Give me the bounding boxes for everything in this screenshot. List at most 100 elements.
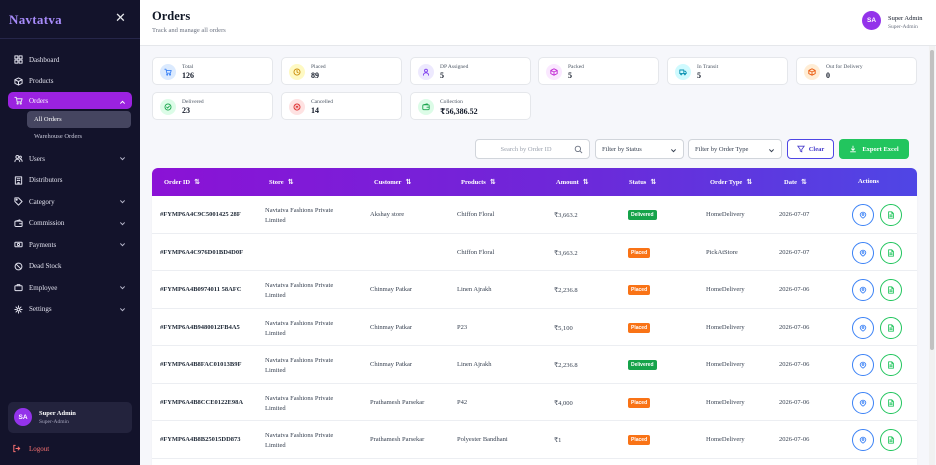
users-icon	[14, 154, 23, 163]
amount: ₹2,236.8	[554, 362, 578, 369]
sort-icon: ⇅	[405, 178, 412, 186]
stat-card-in-transit[interactable]: In Transit 5	[667, 57, 788, 85]
invoice-button[interactable]	[880, 391, 902, 414]
logout-label: Logout	[29, 444, 50, 453]
column-header-label: Customer	[374, 178, 402, 186]
order-id[interactable]: #FYMP6A4C976D01BD4D0F	[160, 248, 244, 256]
stat-card-cancelled[interactable]: Cancelled 14	[281, 92, 402, 120]
order-id[interactable]: #FYMP6A4B8B25015DD873	[160, 436, 241, 443]
column-header-label: Store	[269, 178, 284, 186]
table-row[interactable]: #FYMP6A4B0974011 58AFC Navtatva Fashions …	[152, 271, 917, 309]
sidebar-item-products[interactable]: Products	[8, 71, 132, 93]
invoice-button[interactable]	[880, 241, 902, 264]
search-input[interactable]: Search by Order ID	[475, 139, 590, 159]
clear-filters-button[interactable]: Clear	[787, 139, 834, 159]
sidebar-item-users[interactable]: Users	[8, 148, 132, 170]
invoice-button[interactable]	[880, 279, 902, 301]
sidebar-item-category[interactable]: Category	[8, 191, 132, 213]
stat-card-placed[interactable]: Placed 89	[281, 57, 402, 85]
table-row[interactable]: #FYMP6A4C9C5001425 28F Navtatva Fashions …	[152, 196, 917, 234]
stat-card-out-for-delivery[interactable]: Out for Delivery 0	[796, 57, 917, 85]
stat-value: 126	[182, 71, 194, 80]
table-row[interactable]: #FYMP6A4B9480012FB4A5 Navtatva Fashions P…	[152, 308, 917, 346]
invoice-button[interactable]	[880, 354, 902, 376]
export-excel-button[interactable]: Export Excel	[839, 139, 909, 159]
order-id[interactable]: #FYMP6A4B9480012FB4A5	[160, 323, 240, 331]
stat-card-packed[interactable]: Packed 5	[538, 57, 659, 85]
table-row[interactable]: #FYMP6A4B8B25015DD873 Navtatva Fashions P…	[152, 421, 917, 459]
invoice-button[interactable]	[880, 316, 902, 339]
avatar: SA	[14, 408, 32, 426]
sidebar-subitem-all-orders[interactable]: All Orders	[27, 111, 131, 128]
column-header-status[interactable]: Status ⇅	[629, 178, 656, 186]
stat-card-total[interactable]: Total 126	[152, 57, 273, 85]
order-id[interactable]: #FYMP6A4B0974011 58AFC	[160, 286, 242, 293]
view-order-button[interactable]	[852, 316, 874, 339]
logout-button[interactable]: Logout	[12, 444, 49, 453]
page-header: Orders Track and manage all orders SA Su…	[140, 0, 936, 46]
order-type-filter-select[interactable]: Filter by Order Type	[688, 139, 782, 159]
sidebar-subitem-warehouse-orders[interactable]: Warehouse Orders	[34, 133, 83, 140]
download-icon	[850, 145, 857, 153]
stat-value: 5	[440, 71, 444, 80]
stat-card-dp-assigned[interactable]: DP Assigned 5	[410, 57, 531, 85]
table-row[interactable]: #FYMP6A4B8FAC01013B9F Navtatva Fashions P…	[152, 346, 917, 384]
user-role: Super-Admin	[39, 419, 69, 425]
table-row[interactable]: #FYMP6A4B8CCE0122E98A Navtatva Fashions P…	[152, 383, 917, 421]
view-order-button[interactable]	[852, 204, 874, 226]
truck-icon	[675, 64, 691, 80]
order-date: 2026-07-06	[779, 436, 810, 443]
column-header-store[interactable]: Store ⇅	[269, 178, 294, 186]
invoice-button[interactable]	[880, 429, 902, 451]
search-placeholder: Search by Order ID	[500, 146, 552, 153]
sidebar-item-commission[interactable]: Commission	[8, 213, 132, 235]
sidebar-item-dead-stock[interactable]: Dead Stock	[8, 256, 132, 278]
close-icon[interactable]: ✕	[115, 11, 126, 26]
sidebar-item-dashboard[interactable]: Dashboard	[8, 49, 132, 71]
stat-card-delivered[interactable]: Delivered 23	[152, 92, 273, 120]
scrollbar-thumb[interactable]	[930, 50, 934, 350]
brand-logo[interactable]: Navtatva	[9, 12, 62, 27]
view-order-button[interactable]	[852, 429, 874, 451]
sidebar-item-employee[interactable]: Employee	[8, 277, 132, 299]
column-header-customer[interactable]: Customer ⇅	[374, 178, 411, 186]
view-order-button[interactable]	[852, 241, 874, 264]
view-order-button[interactable]	[852, 354, 874, 376]
stat-value: 23	[182, 106, 190, 115]
sidebar-item-distributors[interactable]: Distributors	[8, 170, 132, 192]
order-type: HomeDelivery	[706, 361, 745, 368]
page-scrollbar[interactable]	[929, 46, 935, 465]
view-order-button[interactable]	[852, 279, 874, 301]
order-date: 2026-07-07	[779, 211, 810, 218]
stat-card-collection[interactable]: Collection ₹56,386.52	[410, 92, 531, 120]
column-header-date[interactable]: Date ⇅	[784, 178, 807, 186]
sidebar-user-card[interactable]: SA Super Admin Super-Admin	[8, 402, 132, 433]
order-id[interactable]: #FYMP6A4C9C5001425 28F	[160, 211, 241, 218]
column-header-order-type[interactable]: Order Type ⇅	[710, 178, 752, 186]
order-type: HomeDelivery	[706, 211, 745, 218]
eye-icon	[859, 319, 867, 337]
table-row[interactable]: #FYMP6A4C976D01BD4D0F Chiffon Floral ₹3,66…	[152, 233, 917, 271]
sidebar-item-payments[interactable]: Payments	[8, 234, 132, 256]
view-order-button[interactable]	[852, 391, 874, 414]
sort-icon: ⇅	[746, 178, 753, 186]
sidebar-item-settings[interactable]: Settings	[8, 299, 132, 321]
order-type-filter-value: Filter by Order Type	[695, 146, 749, 153]
order-type: PickAtStore	[706, 248, 738, 256]
column-header-products[interactable]: Products ⇅	[461, 178, 496, 186]
column-header-order-id[interactable]: Order ID ⇅	[164, 178, 200, 186]
product-name: P23	[457, 323, 468, 331]
sort-icon: ⇅	[489, 178, 496, 186]
eye-icon	[859, 394, 867, 412]
invoice-button[interactable]	[880, 204, 902, 226]
sidebar-item-orders[interactable]: Orders	[8, 92, 132, 109]
customer-name: Prathamesh Parsekar	[370, 436, 425, 443]
column-header-amount[interactable]: Amount ⇅	[556, 178, 589, 186]
user-name: Super Admin	[39, 410, 76, 417]
status-filter-select[interactable]: Filter by Status	[595, 139, 684, 159]
customer-name: Chinmay Patkar	[370, 361, 413, 368]
order-id[interactable]: #FYMP6A4B8FAC01013B9F	[160, 361, 242, 368]
amount: ₹4,000	[554, 399, 573, 407]
order-id[interactable]: #FYMP6A4B8CCE0122E98A	[160, 398, 244, 406]
avatar[interactable]: SA	[862, 11, 881, 30]
